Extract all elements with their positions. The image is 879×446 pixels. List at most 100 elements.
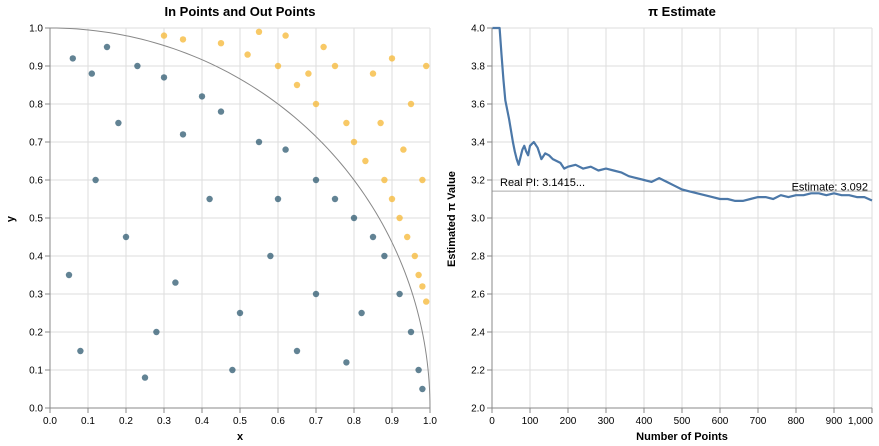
in-point [153,328,160,336]
scatter-y-tick-label: 1.0 [29,24,43,35]
in-point [92,176,99,184]
in-point [267,252,274,260]
scatter-points [65,28,430,393]
in-point [217,108,225,115]
line-y-tick-label: 2.4 [471,328,485,339]
scatter-chart-title: In Points and Out Points [165,4,316,19]
out-point [419,176,426,184]
in-point [134,62,141,70]
scatter-y-tick-label: 0.3 [29,290,43,301]
line-x-axis-title: Number of Points [636,431,728,443]
scatter-y-tick-label: 0.6 [29,176,43,187]
out-point [179,36,187,43]
line-y-tick-label: 4.0 [471,24,485,35]
line-x-tick-label: 800 [788,416,805,427]
out-point [350,138,358,146]
scatter-x-tick-label: 0.2 [119,416,133,427]
line-chart: π Estimate 0 100 200 300 400 500 600 700 800 900 1… [446,4,873,443]
out-point [362,157,369,165]
out-point [160,32,168,39]
in-point [179,131,187,138]
line-x-tick-label: 300 [598,416,615,427]
scatter-x-tick-label: 0.1 [81,416,95,427]
pi-estimate-line [492,26,873,202]
in-point [103,43,111,51]
in-point [141,374,149,381]
out-point [411,252,418,260]
out-point [255,28,263,35]
in-point [369,233,377,241]
out-point [407,100,415,108]
scatter-y-tick-label: 0.7 [29,138,43,149]
line-chart-title: π Estimate [648,4,716,19]
in-point [229,366,236,374]
scatter-x-tick-label: 0.6 [271,416,285,427]
scatter-y-tick-label: 0.2 [29,328,43,339]
in-point [122,233,130,241]
in-point [115,119,122,127]
out-point [369,70,377,77]
in-point [274,195,282,203]
out-point [396,214,403,222]
scatter-grid [49,27,431,409]
in-point [65,271,73,279]
out-point [381,176,388,184]
scatter-x-tick-label: 1.0 [423,416,437,427]
scatter-x-axis-title: x [237,431,244,443]
out-point [244,51,251,58]
scatter-x-tick-label: 0.3 [157,416,171,427]
out-point [274,62,282,70]
line-x-tick-label: 200 [560,416,577,427]
scatter-x-tick-label: 0.0 [43,416,57,427]
out-point [388,55,396,62]
in-point [350,214,358,222]
estimate-label: Estimate: 3.092 [792,182,868,194]
out-point [312,100,320,108]
out-point [400,146,407,153]
in-point [396,290,403,298]
out-point [217,40,225,47]
line-x-tick-label: 600 [712,416,729,427]
in-point [198,93,206,100]
in-point [236,309,244,317]
line-y-tick-label: 2.8 [471,252,485,263]
scatter-x-tick-label: 0.8 [347,416,361,427]
scatter-y-tick-label: 0.5 [29,214,43,225]
scatter-y-tick-label: 0.1 [29,366,43,377]
scatter-y-tick-label: 0.4 [29,252,43,263]
out-point [377,119,384,127]
line-x-tick-label: 500 [674,416,691,427]
out-point [423,298,430,305]
real-pi-label: Real PI: 3.1415... [500,177,585,189]
scatter-x-tick-label: 0.7 [309,416,323,427]
in-point [282,146,289,153]
line-y-tick-label: 3.4 [471,138,485,149]
scatter-y-tick-label: 0.9 [29,62,43,73]
scatter-x-tick-label: 0.4 [195,416,209,427]
line-x-tick-label: 900 [826,416,843,427]
line-y-axis-title: Estimated π Value [446,171,458,267]
out-point [320,43,327,51]
out-point [388,195,396,203]
out-point [415,271,422,279]
in-point [255,138,263,146]
line-y-tick-label: 2.0 [471,404,485,415]
in-point [293,347,301,355]
scatter-x-tick-label: 0.9 [385,416,399,427]
line-series [492,26,873,202]
in-point [415,366,422,374]
line-x-tick-label: 100 [522,416,539,427]
in-point [381,252,388,260]
out-point [404,233,411,241]
line-grid [491,27,873,409]
out-point [282,32,289,39]
scatter-axes: 0.0 0.1 0.2 0.3 0.4 0.5 0.6 0.7 0.8 0.9 1.0 0.0 0.1 0… [29,24,437,428]
in-point [312,290,320,298]
out-point [423,62,430,70]
in-point [69,55,77,62]
line-y-tick-label: 3.6 [471,100,485,111]
in-point [419,385,426,393]
in-point [88,70,96,77]
out-point [305,70,312,77]
